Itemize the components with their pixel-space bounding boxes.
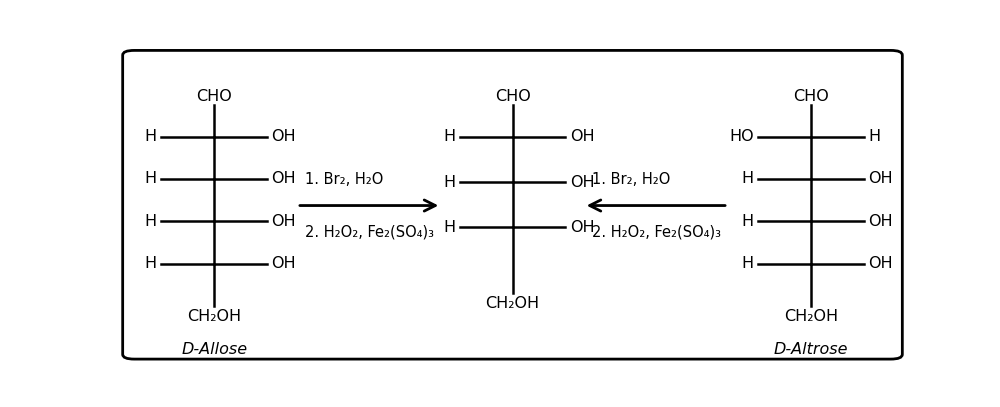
Text: H: H	[741, 171, 754, 186]
Text: H: H	[741, 214, 754, 229]
Text: OH: OH	[570, 220, 594, 235]
Text: H: H	[145, 256, 157, 271]
Text: H: H	[868, 129, 880, 144]
Text: CH₂OH: CH₂OH	[784, 309, 838, 324]
Text: CH₂OH: CH₂OH	[485, 296, 540, 311]
Text: OH: OH	[271, 214, 296, 229]
Text: D-Allose: D-Allose	[181, 342, 247, 357]
Text: H: H	[741, 256, 754, 271]
Text: 2. H₂O₂, Fe₂(SO₄)₃: 2. H₂O₂, Fe₂(SO₄)₃	[592, 224, 721, 239]
Text: H: H	[145, 171, 157, 186]
Text: CH₂OH: CH₂OH	[187, 309, 241, 324]
Text: H: H	[443, 220, 455, 235]
Text: 2. H₂O₂, Fe₂(SO₄)₃: 2. H₂O₂, Fe₂(SO₄)₃	[305, 224, 434, 239]
Text: OH: OH	[271, 171, 296, 186]
Text: H: H	[145, 129, 157, 144]
Text: D-Altrose: D-Altrose	[774, 342, 848, 357]
Text: H: H	[443, 175, 455, 190]
Text: OH: OH	[570, 129, 594, 144]
Text: OH: OH	[271, 256, 296, 271]
Text: OH: OH	[868, 171, 893, 186]
Text: OH: OH	[868, 256, 893, 271]
Text: CHO: CHO	[793, 89, 829, 104]
Text: CHO: CHO	[196, 89, 232, 104]
Text: OH: OH	[868, 214, 893, 229]
Text: OH: OH	[271, 129, 296, 144]
Text: H: H	[443, 129, 455, 144]
Text: 1. Br₂, H₂O: 1. Br₂, H₂O	[305, 172, 383, 187]
Text: HO: HO	[729, 129, 754, 144]
Text: CHO: CHO	[495, 89, 530, 104]
Text: H: H	[145, 214, 157, 229]
Text: 1. Br₂, H₂O: 1. Br₂, H₂O	[592, 172, 670, 187]
FancyBboxPatch shape	[123, 50, 902, 359]
Text: OH: OH	[570, 175, 594, 190]
